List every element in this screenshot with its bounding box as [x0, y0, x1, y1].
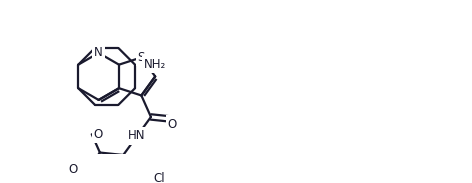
Text: O: O	[94, 128, 103, 141]
Text: O: O	[68, 163, 77, 176]
Text: Cl: Cl	[154, 172, 165, 183]
Text: O: O	[168, 117, 177, 131]
Text: NH₂: NH₂	[144, 58, 166, 71]
Text: S: S	[138, 51, 145, 64]
Text: HN: HN	[128, 129, 146, 143]
Text: N: N	[94, 46, 103, 59]
